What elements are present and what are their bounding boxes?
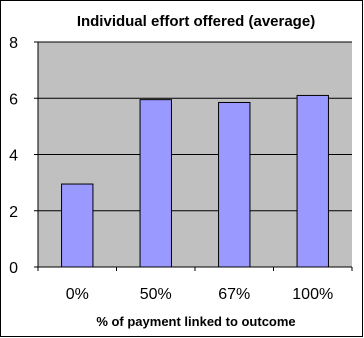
bar-50pct: [139, 99, 172, 268]
y-tick-label: 6: [9, 91, 18, 108]
x-tick-label: 67%: [218, 286, 250, 303]
y-tick-label: 2: [9, 204, 18, 221]
bars: [61, 94, 329, 268]
x-tick-labels: 0% 50% 67% 100%: [66, 286, 334, 303]
x-tick-label: 0%: [66, 286, 89, 303]
x-axis-label: % of payment linked to outcome: [96, 314, 295, 329]
y-tick-label: 4: [9, 148, 18, 165]
y-tick-labels: 0 2 4 6 8: [9, 35, 18, 277]
x-tick-label: 50%: [140, 286, 172, 303]
bar-67pct: [218, 101, 251, 268]
y-tick-label: 8: [9, 35, 18, 52]
chart-title: Individual effort offered (average): [77, 13, 315, 30]
axes: [34, 41, 353, 271]
bar-100pct: [296, 94, 329, 268]
y-tick-label: 0: [9, 260, 18, 277]
x-tick-label: 100%: [292, 286, 333, 303]
bar-0pct: [61, 183, 94, 268]
